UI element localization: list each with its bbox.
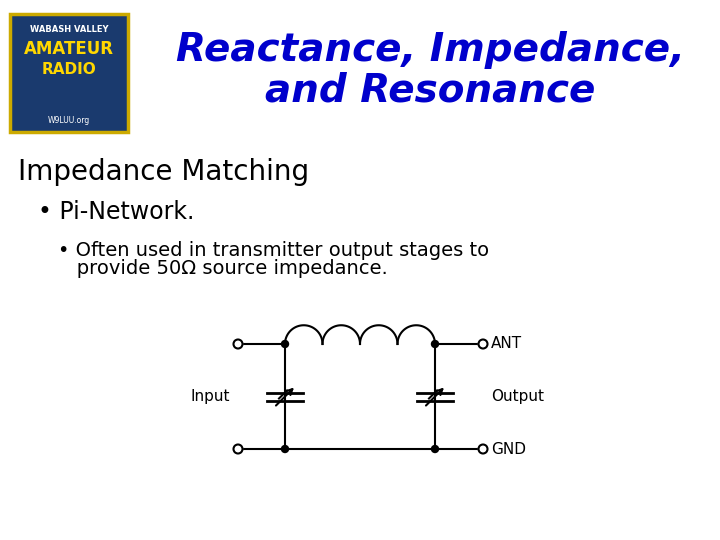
Text: AMATEUR: AMATEUR bbox=[24, 40, 114, 58]
Text: GND: GND bbox=[491, 442, 526, 456]
Circle shape bbox=[233, 444, 243, 454]
Text: and Resonance: and Resonance bbox=[265, 71, 595, 109]
Text: WABASH VALLEY: WABASH VALLEY bbox=[30, 25, 108, 34]
Text: • Often used in transmitter output stages to: • Often used in transmitter output stage… bbox=[58, 240, 489, 260]
Text: provide 50Ω source impedance.: provide 50Ω source impedance. bbox=[58, 259, 388, 278]
Circle shape bbox=[431, 446, 438, 453]
Text: Impedance Matching: Impedance Matching bbox=[18, 158, 309, 186]
Circle shape bbox=[233, 340, 243, 348]
Text: Output: Output bbox=[491, 389, 544, 404]
Text: Reactance, Impedance,: Reactance, Impedance, bbox=[176, 31, 685, 69]
Text: Input: Input bbox=[191, 389, 230, 404]
Circle shape bbox=[431, 341, 438, 348]
Circle shape bbox=[282, 341, 289, 348]
Text: ANT: ANT bbox=[491, 336, 522, 352]
Text: RADIO: RADIO bbox=[42, 62, 96, 77]
FancyBboxPatch shape bbox=[10, 14, 128, 132]
Circle shape bbox=[479, 444, 487, 454]
Circle shape bbox=[479, 340, 487, 348]
Circle shape bbox=[282, 446, 289, 453]
Text: W9LUU.org: W9LUU.org bbox=[48, 116, 90, 125]
Text: • Pi-Network.: • Pi-Network. bbox=[38, 200, 194, 224]
